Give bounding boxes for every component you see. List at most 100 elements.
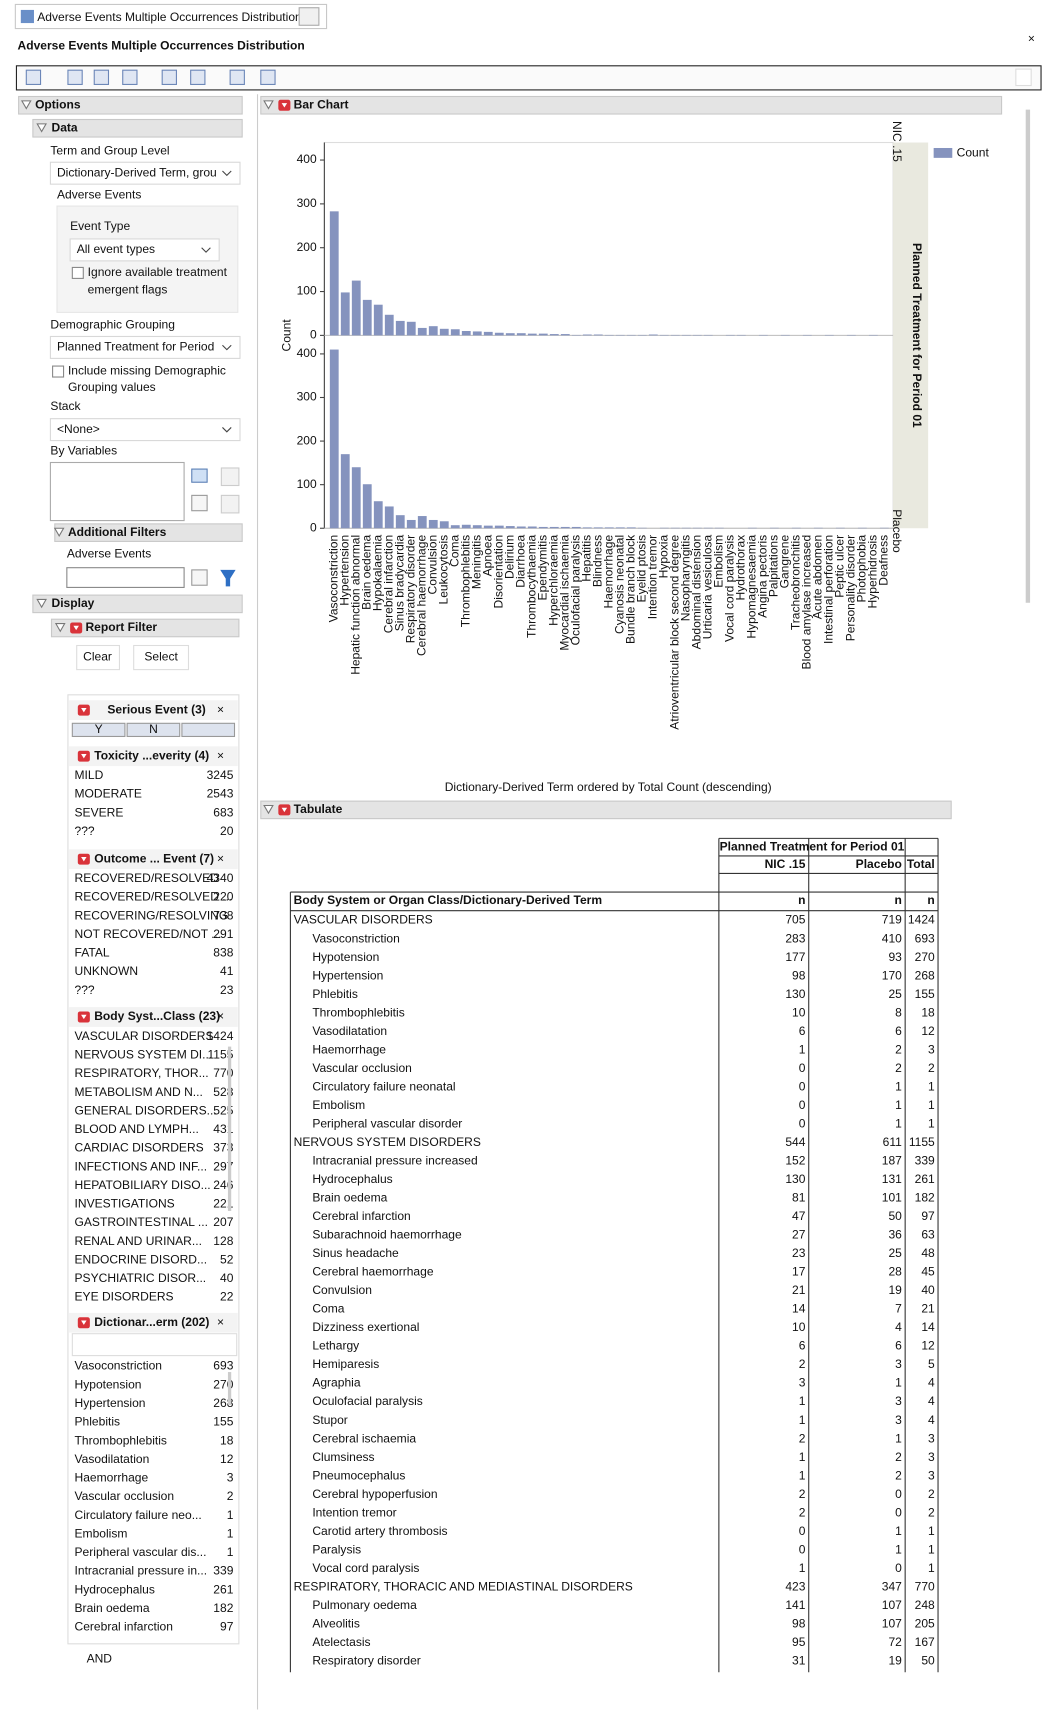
filter-item-label[interactable]: INVESTIGATIONS: [75, 1197, 175, 1211]
tab-chart-icon[interactable]: [298, 7, 320, 26]
dropdown[interactable]: [49, 418, 241, 442]
filter-item-label[interactable]: PSYCHIATRIC DISOR...: [75, 1271, 207, 1285]
toolbar-button[interactable]: [122, 69, 138, 85]
filter-item-label[interactable]: CARDIAC DISORDERS: [75, 1141, 204, 1155]
help-button[interactable]: [1015, 68, 1032, 87]
checkbox[interactable]: [52, 365, 65, 378]
filter-item-label[interactable]: RECOVERED/RESOLVED: [75, 871, 220, 885]
disclosure-icon[interactable]: [36, 123, 47, 133]
filter-item-label[interactable]: Cerebral infarction: [75, 1620, 173, 1634]
filter-item-label[interactable]: MILD: [75, 768, 104, 782]
filter-item-label[interactable]: ENDOCRINE DISORD...: [75, 1252, 208, 1266]
row-label: Carotid artery thrombosis: [312, 1524, 447, 1538]
filter-close[interactable]: ×: [217, 1009, 224, 1023]
up-button[interactable]: [220, 467, 240, 487]
clear-input[interactable]: [191, 569, 208, 586]
disclosure-icon[interactable]: [263, 100, 274, 110]
dropdown[interactable]: [49, 335, 241, 359]
disclosure-icon[interactable]: [36, 598, 47, 609]
add-button[interactable]: [191, 468, 208, 483]
section-title: Options: [35, 97, 81, 111]
button[interactable]: [133, 644, 190, 671]
filter-item-label[interactable]: SEVERE: [75, 805, 124, 819]
button[interactable]: [76, 644, 120, 671]
filter-item-label[interactable]: VASCULAR DISORDERS: [75, 1029, 214, 1043]
filter-close[interactable]: ×: [217, 851, 224, 865]
filter-item-label[interactable]: Phlebitis: [75, 1415, 121, 1429]
filter-item-label[interactable]: RESPIRATORY, THOR...: [75, 1066, 209, 1080]
filter-item-label[interactable]: NOT RECOVERED/NOT ...: [75, 927, 222, 941]
filter-option[interactable]: [71, 722, 126, 738]
x-tick-label: Coma: [447, 535, 461, 567]
toolbar-button[interactable]: [260, 69, 276, 85]
filter-item-label[interactable]: Hypotension: [75, 1377, 142, 1391]
filter-item-label[interactable]: Brain oedema: [75, 1601, 150, 1615]
filter-item-label[interactable]: Vasoconstriction: [75, 1359, 162, 1373]
filter-item-label[interactable]: RECOVERED/RESOLVED ...: [75, 890, 233, 904]
filter-item-label[interactable]: GENERAL DISORDERS...: [75, 1103, 217, 1117]
filter-item-label[interactable]: UNKNOWN: [75, 964, 139, 978]
bar: [549, 334, 559, 336]
filter-item-label[interactable]: RENAL AND URINAR...: [75, 1234, 202, 1248]
toolbar-button[interactable]: [161, 69, 177, 85]
remove-button[interactable]: [191, 494, 208, 512]
toolbar-button[interactable]: [229, 69, 245, 85]
disclosure-icon[interactable]: [54, 623, 66, 633]
down-button[interactable]: [220, 494, 240, 514]
filter-item-label[interactable]: BLOOD AND LYMPH...: [75, 1122, 199, 1136]
filter-item-label[interactable]: Peripheral vascular dis...: [75, 1545, 207, 1559]
filter-item-count: 207: [213, 1215, 233, 1229]
toolbar-button[interactable]: [190, 69, 206, 85]
filter-item-label[interactable]: Hydrocephalus: [75, 1582, 155, 1596]
filter-item-count: 220: [213, 890, 233, 904]
filter-item-label[interactable]: Circulatory failure neo...: [75, 1508, 202, 1522]
text-input[interactable]: [66, 567, 185, 588]
disclosure-icon[interactable]: [263, 804, 274, 815]
toolbar-button[interactable]: [93, 69, 110, 85]
filter-item-label[interactable]: NERVOUS SYSTEM DI...: [75, 1048, 213, 1062]
filter-item-label[interactable]: Hypertension: [75, 1396, 146, 1410]
checkbox-label: emergent flags: [88, 283, 168, 297]
table-cell: 2: [799, 1431, 806, 1445]
x-tick-label: Acute abdomen: [810, 535, 824, 619]
dropdown[interactable]: [69, 238, 220, 262]
filter-item-label[interactable]: FATAL: [75, 946, 110, 960]
filter-item-count: 3: [227, 1471, 234, 1485]
filter-header: [69, 746, 238, 767]
toolbar-button[interactable]: [67, 69, 83, 85]
tab[interactable]: [14, 3, 328, 30]
disclosure-icon[interactable]: [53, 527, 65, 538]
disclosure-icon[interactable]: [20, 100, 32, 110]
filter-item-label[interactable]: METABOLISM AND N...: [75, 1085, 203, 1099]
filter-item-label[interactable]: MODERATE: [75, 787, 142, 801]
toolbar-button[interactable]: [25, 69, 42, 85]
filter-item-label[interactable]: Embolism: [75, 1526, 128, 1540]
bar: [582, 334, 592, 336]
filter-option[interactable]: [126, 722, 181, 738]
filter-item-label[interactable]: GASTROINTESTINAL ...: [75, 1215, 208, 1229]
row-label: Stupor: [312, 1413, 348, 1427]
filter-item-label[interactable]: EYE DISORDERS: [75, 1290, 174, 1304]
filter-item-label[interactable]: RECOVERING/RESOLVING: [75, 908, 229, 922]
filter-close[interactable]: ×: [217, 1315, 224, 1329]
filter-item-label[interactable]: ???: [75, 983, 95, 997]
filter-item-label[interactable]: INFECTIONS AND INF...: [75, 1159, 208, 1173]
filter-item-label[interactable]: ???: [75, 824, 95, 838]
filter-close[interactable]: ×: [217, 748, 224, 762]
filter-item-label[interactable]: Vasodilatation: [75, 1452, 150, 1466]
filter-item-label[interactable]: Intracranial pressure in...: [75, 1564, 208, 1578]
filter-item-label[interactable]: Vascular occlusion: [75, 1489, 175, 1503]
table-cell: 182: [915, 1191, 935, 1205]
x-tick-label: Gangrene: [777, 535, 791, 589]
search-box[interactable]: [71, 1333, 238, 1357]
column-group-header: Planned Treatment for Period 01: [720, 839, 905, 853]
filter-item-label[interactable]: Haemorrhage: [75, 1471, 149, 1485]
filter-item-label[interactable]: HEPATOBILIARY DISO...: [75, 1178, 211, 1192]
filter-button[interactable]: [220, 569, 236, 587]
checkbox[interactable]: [71, 266, 84, 279]
column-header: Total: [907, 857, 935, 871]
close-button[interactable]: ×: [1028, 32, 1035, 46]
dropdown[interactable]: [49, 161, 241, 185]
filter-item-label[interactable]: Thrombophlebitis: [75, 1433, 167, 1447]
filter-close[interactable]: ×: [217, 702, 224, 716]
